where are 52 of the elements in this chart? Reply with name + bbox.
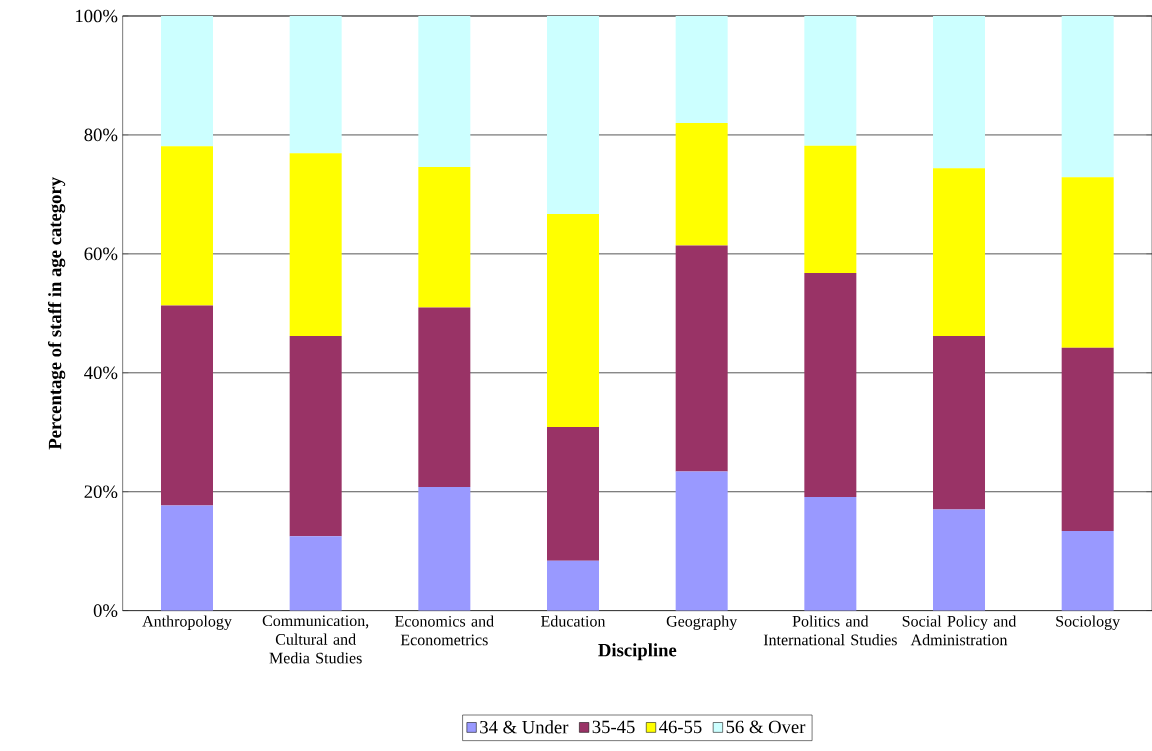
bar xyxy=(547,560,599,611)
bar xyxy=(675,16,728,124)
y-tick-label: 100% xyxy=(76,9,118,23)
bar xyxy=(161,505,213,611)
y-tick-label: 0% xyxy=(93,604,118,618)
bar xyxy=(1061,347,1114,532)
bar xyxy=(933,509,986,611)
x-tick-label: Economics and Econometrics xyxy=(395,615,494,646)
bar xyxy=(161,16,213,147)
x-tick-label: Anthropology xyxy=(142,615,232,631)
bar xyxy=(675,123,728,246)
legend-label: 34 & Under xyxy=(480,720,569,734)
bar xyxy=(804,16,857,146)
x-tick-label: Social Policy and Administration xyxy=(902,615,1017,646)
bar xyxy=(418,307,471,488)
x-axis-title: Discipline xyxy=(598,643,677,661)
bar xyxy=(289,16,342,154)
bar xyxy=(804,145,857,274)
bar xyxy=(547,16,599,215)
bar xyxy=(1061,531,1114,611)
x-tick-label: Education xyxy=(541,615,606,627)
bar xyxy=(289,153,342,337)
bar xyxy=(289,536,342,611)
bar xyxy=(161,305,213,506)
x-tick-label: Politics and International Studies xyxy=(763,615,897,646)
bar xyxy=(418,167,471,308)
bar xyxy=(418,16,471,168)
y-tick-label: 60% xyxy=(84,247,118,261)
bar xyxy=(804,273,857,498)
bar xyxy=(933,336,986,510)
bar xyxy=(289,336,342,537)
legend-label: 35-45 xyxy=(592,720,635,734)
bar xyxy=(547,214,599,428)
x-tick-label: Geography xyxy=(666,615,738,631)
y-tick-label: 80% xyxy=(84,128,118,142)
bar xyxy=(675,245,728,472)
y-tick-label: 20% xyxy=(84,485,118,499)
y-axis-title: Percentage of staff in age category xyxy=(47,177,66,450)
bar xyxy=(933,16,986,169)
bar xyxy=(1061,177,1114,348)
bar xyxy=(161,146,213,306)
x-tick-label: Communication, Cultural and Media Studies xyxy=(262,615,369,664)
legend-label: 56 & Over xyxy=(726,720,806,734)
bar xyxy=(547,427,599,561)
bar xyxy=(1061,16,1114,178)
bar xyxy=(418,487,471,611)
legend-label: 46-55 xyxy=(659,720,702,734)
bar xyxy=(933,168,986,337)
x-tick-label: Sociology xyxy=(1056,615,1121,631)
bar xyxy=(804,497,857,611)
bar xyxy=(675,471,728,611)
y-tick-label: 40% xyxy=(84,366,118,380)
